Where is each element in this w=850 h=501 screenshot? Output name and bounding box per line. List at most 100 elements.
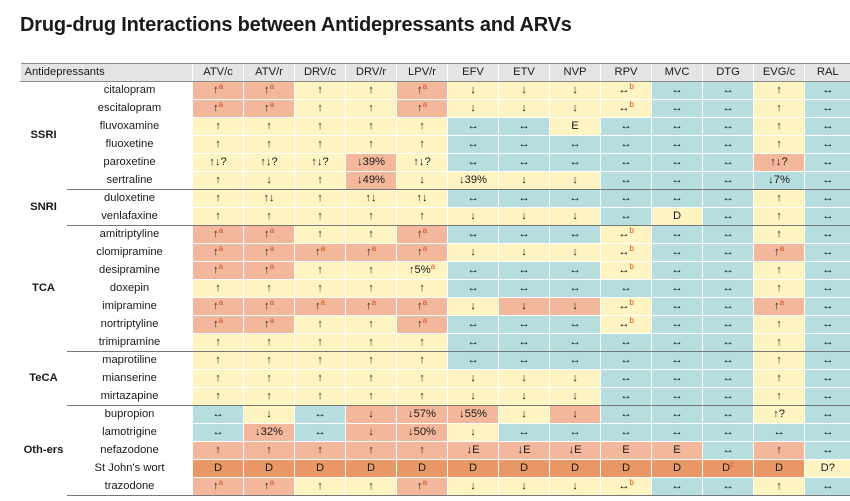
interaction-cell: D xyxy=(753,459,805,478)
interaction-value: ↑ xyxy=(419,354,425,366)
interaction-value: ↔ xyxy=(671,282,683,294)
interaction-value: ↑ xyxy=(776,120,782,132)
interaction-cell: D xyxy=(345,459,397,478)
interaction-value: ↔ xyxy=(518,156,530,168)
column-header: EVG/c xyxy=(753,63,805,82)
interaction-cell: ↑a xyxy=(192,477,244,496)
footnote-marker: a xyxy=(422,100,428,109)
interaction-value: ↔ xyxy=(620,192,632,204)
interaction-value: ↔ xyxy=(822,318,834,330)
footnote-marker: a xyxy=(269,244,275,253)
interaction-cell: ↔ xyxy=(702,189,754,208)
interaction-value: ↑↓? xyxy=(311,156,329,168)
interaction-value: ↑ xyxy=(317,192,323,204)
interaction-value: ↑ xyxy=(368,444,374,456)
interaction-value: ↑ xyxy=(317,282,323,294)
interaction-cell: ↔ xyxy=(549,135,601,154)
interaction-cell: ↑ xyxy=(753,207,805,226)
interaction-value: ↑ xyxy=(266,120,272,132)
column-header: ATV/r xyxy=(243,63,295,82)
interaction-cell: ↑ xyxy=(753,99,805,118)
interaction-value: ↔ xyxy=(618,102,630,114)
interaction-cell: ↔ xyxy=(192,405,244,424)
interaction-value: ↔ xyxy=(569,354,581,366)
column-header: RAL xyxy=(804,63,850,82)
interaction-value: ↔ xyxy=(822,246,834,258)
drug-name: bupropion xyxy=(65,405,193,424)
interaction-cell: ↑a xyxy=(753,243,805,262)
drug-name: mirtazapine xyxy=(65,387,193,406)
interaction-value: ↑ xyxy=(212,318,219,330)
interaction-value: ↑ xyxy=(263,318,270,330)
interaction-cell: ↑ xyxy=(294,387,346,406)
interaction-cell: ↔ xyxy=(702,225,754,244)
interaction-value: ↑ xyxy=(776,372,782,384)
interaction-value: ↓50% xyxy=(408,426,437,438)
footnote-marker: a xyxy=(422,244,428,253)
interaction-value: ↓ xyxy=(521,480,527,492)
footnote-marker: a xyxy=(269,82,275,91)
interaction-value: ↑ xyxy=(317,264,323,276)
interaction-cell: ↔b xyxy=(600,477,652,496)
interaction-value: ↑ xyxy=(317,120,323,132)
interaction-value: ↔ xyxy=(671,264,683,276)
interaction-cell: Dc xyxy=(702,459,754,478)
interaction-value: ↑ xyxy=(266,336,272,348)
interaction-value: ↑ xyxy=(368,210,374,222)
interaction-value: ↓ xyxy=(521,390,527,402)
column-header: EFV xyxy=(447,63,499,82)
interaction-cell: ↔ xyxy=(498,225,550,244)
footnote-marker: a xyxy=(422,298,428,307)
interaction-cell: ↔ xyxy=(702,99,754,118)
interaction-value: ↑ xyxy=(317,210,323,222)
drug-name: escitalopram xyxy=(65,99,193,118)
interaction-value: ↑ xyxy=(314,300,321,312)
interaction-cell: ↑ xyxy=(753,477,805,496)
table-row: Oth-ers bupropion ↔ ↓ ↔ ↓ ↓57% ↓55% ↓ ↓ ↔ ↔ ↔ ↑? ↔ xyxy=(20,405,850,496)
interaction-cell: ↑ xyxy=(396,351,448,370)
interaction-value: ↑↓? xyxy=(260,156,278,168)
drug-name: nefazodone xyxy=(65,441,193,460)
interaction-cell: ↔ xyxy=(804,405,850,424)
interaction-cell: ↑a xyxy=(192,243,244,262)
interaction-cell: ↑ xyxy=(192,369,244,388)
interaction-cell: ↑ xyxy=(345,135,397,154)
interaction-cell: ↔ xyxy=(702,405,754,424)
interaction-value: ↔ xyxy=(518,120,530,132)
interaction-cell: ↑ xyxy=(294,189,346,208)
interaction-value: ↔ xyxy=(722,426,734,438)
footnote-marker: a xyxy=(218,316,224,325)
interaction-cell: ↔ xyxy=(600,405,652,424)
interaction-cell: ↑a xyxy=(396,225,448,244)
interaction-cell: ↔ xyxy=(651,243,703,262)
interaction-value: ↔ xyxy=(618,84,630,96)
drug-class-label: SSRI xyxy=(20,81,67,190)
column-header: ETV xyxy=(498,63,550,82)
interaction-value: ↔ xyxy=(722,174,734,186)
table-row: nortriptyline ↑a ↑a ↑ ↑ ↑a ↔ ↔ ↔ ↔b ↔ ↔ ↑ ↔ xyxy=(21,315,850,334)
interaction-value: ↓ xyxy=(470,246,476,258)
table-row: nefazodone ↑ ↑ ↑ ↑ ↑ ↓E ↓E ↓E E E ↔ ↑ ↔ xyxy=(21,441,850,460)
interaction-value: ↑ xyxy=(368,264,374,276)
interaction-value: ↔ xyxy=(620,390,632,402)
interaction-value: ↑↓ xyxy=(263,192,275,204)
interaction-value: ↔ xyxy=(722,480,734,492)
drug-name: paroxetine xyxy=(65,153,193,172)
footnote-marker: a xyxy=(218,244,224,253)
footnote-marker: a xyxy=(218,100,224,109)
interaction-value: ↑ xyxy=(212,264,219,276)
interaction-value: ↔ xyxy=(518,354,530,366)
drug-name: venlafaxine xyxy=(65,207,193,226)
interaction-cell: ↑ xyxy=(294,279,346,298)
interaction-cell: ↓7% xyxy=(753,171,805,190)
interaction-cell: ↑ xyxy=(345,387,397,406)
table-row: sertraline ↑ ↓ ↑ ↓49% ↓ ↓39% ↓ ↓ ↔ ↔ ↔ ↓7% ↔ xyxy=(21,171,850,190)
footnote-marker: a xyxy=(422,478,428,487)
interaction-cell: ↔ xyxy=(702,243,754,262)
column-header: DRV/c xyxy=(294,63,346,82)
column-header: NVP xyxy=(549,63,601,82)
interaction-value: ↔ xyxy=(467,354,479,366)
interaction-cell: ↔ xyxy=(702,207,754,226)
interaction-value: D xyxy=(570,462,580,474)
interaction-value: ↔ xyxy=(722,408,734,420)
